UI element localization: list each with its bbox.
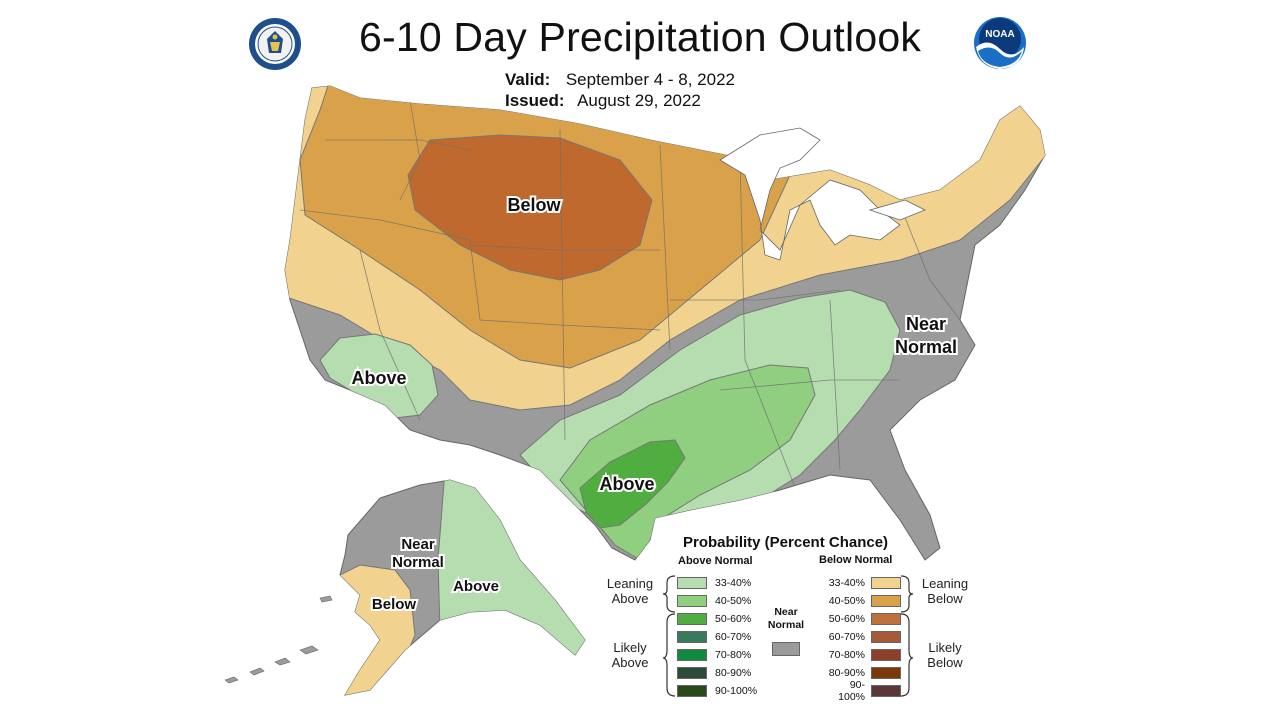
doc-seal-logo [248, 17, 302, 71]
legend-row-below_items-1: 40-50% [823, 593, 913, 609]
range-label-below_items-0: 33-40% [828, 577, 865, 589]
label-ak-below: Below [372, 596, 417, 613]
page-title: 6-10 Day Precipitation Outlook [358, 14, 922, 60]
alaska-map [224, 479, 586, 696]
range-label-above_items-2: 50-60% [715, 613, 752, 625]
near-normal-swatch [772, 642, 800, 656]
swatch-above_items-5 [677, 667, 707, 679]
legend-row-above_items-1: 40-50% [677, 593, 767, 609]
valid-line: Valid: September 4 - 8, 2022 [505, 70, 735, 90]
legend-row-above_items-3: 60-70% [677, 629, 767, 645]
likely-below-label: Likely Below [927, 640, 963, 670]
legend-braces [662, 575, 914, 697]
issued-line: Issued: August 29, 2022 [505, 91, 701, 111]
legend-row-below_items-0: 33-40% [823, 575, 913, 591]
near-normal-legend-label: Near Normal [767, 606, 805, 631]
swatch-below_items-1 [871, 595, 901, 607]
svg-text:NOAA: NOAA [985, 29, 1014, 40]
legend-row-above_items-6: 90-100% [677, 683, 767, 699]
label-ak-near-1: Near [401, 536, 435, 553]
label-below-north: Below [507, 195, 561, 215]
legend-row-above_items-0: 33-40% [677, 575, 767, 591]
legend-row-below_items-2: 50-60% [823, 611, 913, 627]
range-label-above_items-5: 80-90% [715, 667, 752, 679]
leaning-above-ca-region [319, 333, 439, 419]
legend-heading: Probability (Percent Chance) [683, 534, 889, 551]
label-above-ca: Above [351, 368, 406, 388]
range-label-above_items-6: 90-100% [715, 685, 758, 697]
swatch-above_items-4 [677, 649, 707, 661]
swatch-below_items-4 [871, 649, 901, 661]
valid-dates: September 4 - 8, 2022 [565, 70, 735, 89]
legend-row-below_items-5: 80-90% [823, 665, 913, 681]
leaning-above-label: Leaning Above [606, 576, 654, 606]
legend-above-normal: Above Normal [678, 555, 753, 567]
swatch-above_items-0 [677, 577, 707, 589]
legend-row-below_items-6: 90-100% [823, 679, 913, 703]
legend: Probability (Percent Chance) Above Norma… [595, 530, 995, 710]
label-near-east-2: Normal [895, 337, 957, 357]
legend-row-below_items-4: 70-80% [823, 647, 913, 663]
label-near-east-1: Near [906, 314, 946, 334]
legend-row-above_items-5: 80-90% [677, 665, 767, 681]
range-label-below_items-3: 60-70% [828, 631, 865, 643]
noaa-logo: NOAA [972, 15, 1028, 71]
swatch-below_items-6 [871, 685, 901, 697]
valid-label: Valid: [505, 70, 551, 89]
swatch-above_items-1 [677, 595, 707, 607]
label-above-tx: Above [599, 474, 654, 494]
swatch-above_items-6 [677, 685, 707, 697]
range-label-below_items-4: 70-80% [828, 649, 865, 661]
range-label-below_items-6: 90-100% [838, 679, 865, 703]
conus-map [284, 85, 1046, 561]
legend-below-normal: Below Normal [819, 554, 893, 566]
legend-row-above_items-2: 50-60% [677, 611, 767, 627]
swatch-below_items-0 [871, 577, 901, 589]
swatch-above_items-3 [677, 631, 707, 643]
label-ak-above: Above [453, 578, 499, 595]
range-label-above_items-1: 40-50% [715, 595, 752, 607]
swatch-below_items-2 [871, 613, 901, 625]
likely-above-label: Likely Above [611, 640, 649, 670]
issued-date: August 29, 2022 [577, 91, 701, 110]
range-label-above_items-4: 70-80% [715, 649, 752, 661]
swatch-below_items-3 [871, 631, 901, 643]
leaning-below-label: Leaning Below [921, 576, 969, 606]
range-label-below_items-1: 40-50% [828, 595, 865, 607]
issued-label: Issued: [505, 91, 565, 110]
above-50-60-region [579, 439, 686, 529]
range-label-above_items-0: 33-40% [715, 577, 752, 589]
range-label-below_items-5: 80-90% [828, 667, 865, 679]
label-ak-near-2: Normal [392, 554, 444, 571]
legend-row-below_items-3: 60-70% [823, 629, 913, 645]
swatch-above_items-2 [677, 613, 707, 625]
range-label-below_items-2: 50-60% [828, 613, 865, 625]
swatch-below_items-5 [871, 667, 901, 679]
range-label-above_items-3: 60-70% [715, 631, 752, 643]
legend-row-above_items-4: 70-80% [677, 647, 767, 663]
ak-below-region [340, 564, 416, 695]
